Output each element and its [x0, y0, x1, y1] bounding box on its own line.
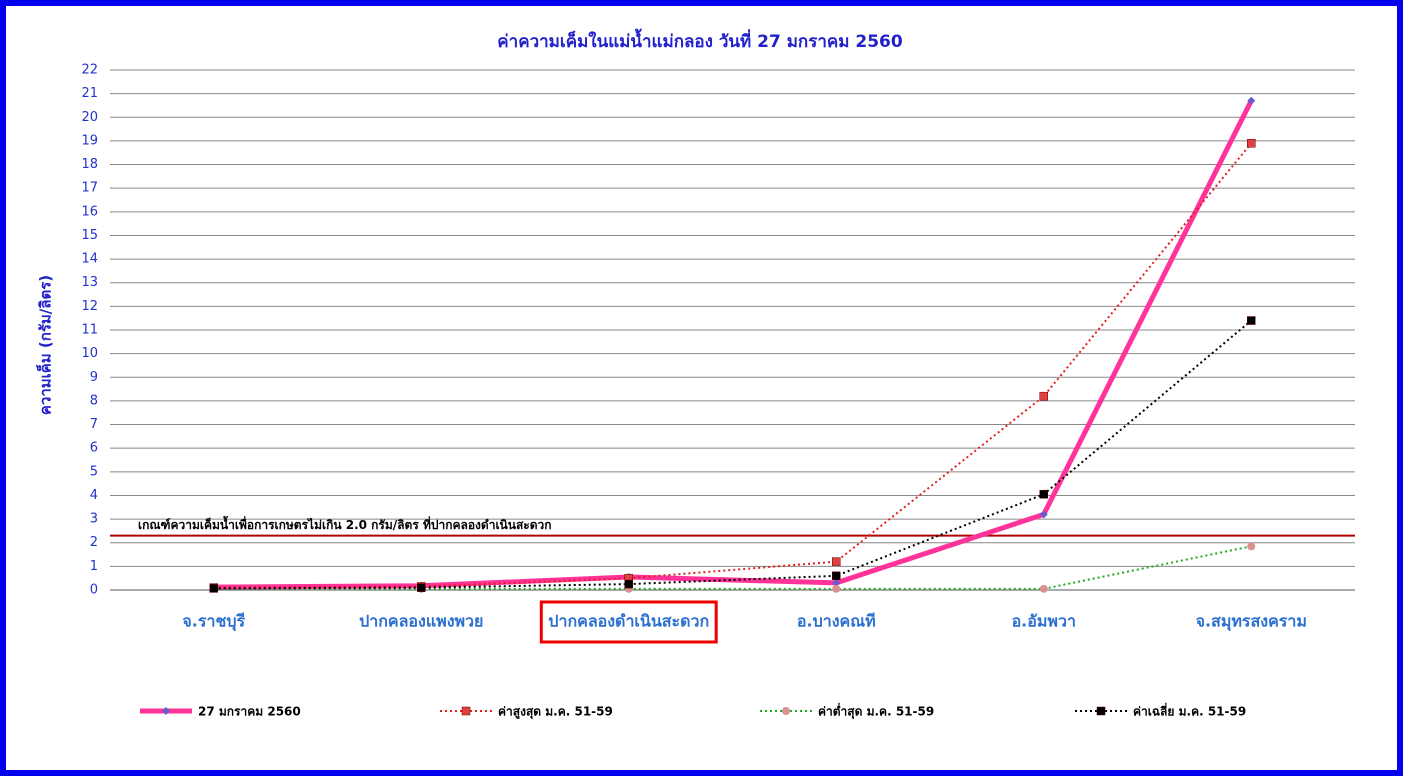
y-tick-label: 15 — [81, 228, 98, 243]
highlight-box — [539, 600, 718, 644]
threshold-label: เกณฑ์ความเค็มน้ำเพื่อการเกษตรไม่เกิน 2.0… — [138, 515, 552, 532]
y-tick-label: 21 — [81, 86, 98, 101]
y-tick-label: 10 — [81, 346, 98, 361]
point — [832, 584, 841, 593]
point — [209, 584, 218, 593]
y-tick-label: 20 — [81, 110, 98, 125]
point — [1039, 584, 1048, 593]
y-tick-label: 7 — [90, 417, 98, 432]
y-tick-label: 16 — [81, 204, 98, 219]
y-tick-label: 12 — [81, 299, 98, 314]
legend-marker — [782, 707, 790, 715]
legend-marker — [1096, 706, 1106, 716]
y-tick-label: 3 — [90, 512, 98, 527]
legend-label: ค่าเฉลี่ย ม.ค. 51-59 — [1133, 703, 1246, 719]
y-tick-label: 22 — [81, 63, 98, 78]
point — [1247, 139, 1256, 148]
point — [1247, 96, 1256, 105]
y-tick-label: 4 — [90, 488, 98, 503]
y-tick-label: 6 — [90, 441, 98, 456]
y-tick-label: 19 — [81, 133, 98, 148]
legend-label: ค่าสูงสุด ม.ค. 51-59 — [498, 705, 613, 720]
chart-title: ค่าความเค็มในแม่น้ำแม่กลอง วันที่ 27 มกร… — [497, 28, 903, 52]
series-line — [213, 319, 1252, 590]
legend-marker — [162, 707, 170, 715]
y-tick-label: 2 — [90, 535, 98, 550]
x-tick-label: อ.อัมพวา — [1012, 612, 1076, 631]
point — [832, 578, 841, 587]
x-tick-label: ปากคลองดำเนินสะดวก — [548, 612, 709, 631]
point — [832, 571, 841, 581]
y-tick-label: 17 — [81, 181, 98, 196]
legend-label: ค่าต่ำสุด ม.ค. 51-59 — [818, 703, 934, 720]
legend-label: 27 มกราคม 2560 — [198, 705, 301, 719]
y-tick-label: 9 — [90, 370, 98, 385]
x-tick-label: จ.ราชบุรี — [182, 612, 245, 632]
point — [1039, 391, 1048, 401]
y-tick-label: 14 — [81, 252, 98, 267]
legend-marker — [461, 706, 471, 716]
x-tick-label: ปากคลองแพงพวย — [359, 612, 483, 631]
point — [1247, 542, 1256, 551]
y-tick-label: 1 — [90, 559, 98, 574]
point — [832, 557, 841, 566]
point — [1039, 490, 1048, 499]
y-tick-label: 5 — [90, 464, 98, 479]
point — [1039, 510, 1048, 519]
y-tick-label: 0 — [90, 583, 98, 598]
y-tick-label: 18 — [81, 157, 98, 172]
x-tick-label: จ.สมุทรสงคราม — [1196, 612, 1307, 632]
point — [1247, 316, 1256, 325]
y-axis-title: ความเค็ม (กรัม/ลิตร) — [36, 275, 55, 415]
x-tick-label: อ.บางคณที — [797, 612, 876, 631]
point — [417, 583, 426, 592]
y-tick-label: 11 — [81, 323, 98, 338]
point — [624, 579, 633, 589]
y-tick-label: 13 — [81, 275, 98, 290]
series-line — [213, 99, 1254, 590]
y-tick-label: 8 — [90, 393, 98, 408]
series-line — [213, 545, 1252, 590]
